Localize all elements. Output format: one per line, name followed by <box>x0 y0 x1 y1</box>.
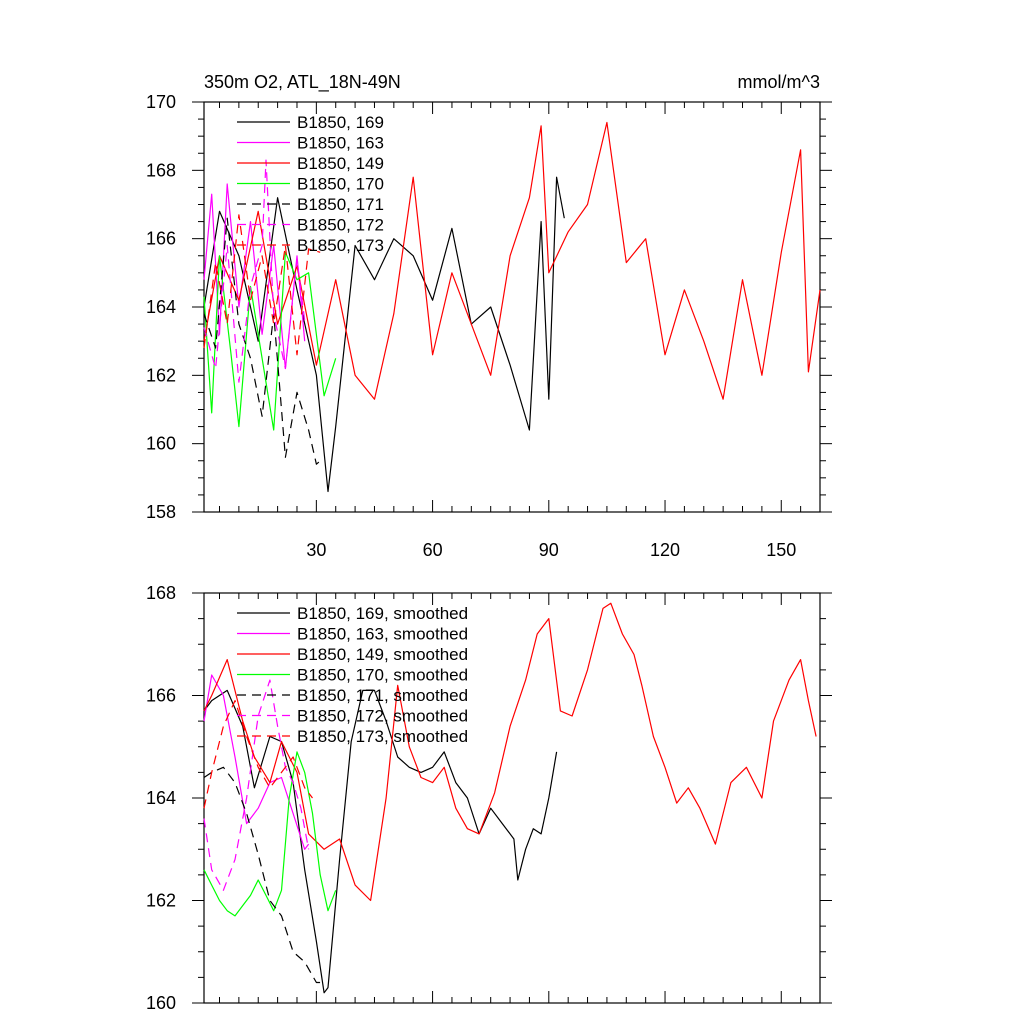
series-line <box>203 217 321 465</box>
top-panel-units: mmol/m^3 <box>738 72 820 92</box>
y-tick-label: 170 <box>146 92 176 112</box>
y-tick-label: 160 <box>146 434 176 454</box>
legend-label: B1850, 171, smoothed <box>297 686 468 705</box>
series-line <box>203 602 817 902</box>
top-panel: 350m O2, ATL_18N-49N mmol/m^3 30 60 90 120 1… <box>146 72 832 560</box>
y-tick-label: 158 <box>146 502 176 522</box>
series-line <box>203 183 306 370</box>
series-line <box>203 121 821 400</box>
bottom-panel-lines <box>203 602 817 994</box>
legend-label: B1850, 169 <box>297 113 384 132</box>
legend-label: B1850, 171 <box>297 195 384 214</box>
top-panel-axes: 30 60 90 120 150 158 160 162 164 166 168 170 <box>146 92 832 560</box>
y-tick-label: 160 <box>146 993 176 1013</box>
legend-label: B1850, 163 <box>297 134 384 153</box>
y-tick-label: 166 <box>146 229 176 249</box>
x-tick-label: 60 <box>423 540 443 560</box>
x-tick-label: 30 <box>306 540 326 560</box>
legend-label: B1850, 170, smoothed <box>297 666 468 685</box>
y-tick-label: 164 <box>146 788 176 808</box>
y-tick-label: 168 <box>146 583 176 603</box>
series-line <box>203 251 337 431</box>
series-line <box>203 751 337 917</box>
x-tick-label: 120 <box>650 540 680 560</box>
legend-label: B1850, 173 <box>297 236 384 255</box>
top-panel-title: 350m O2, ATL_18N-49N <box>204 72 401 93</box>
series-line <box>203 214 321 356</box>
legend-label: B1850, 149, smoothed <box>297 645 468 664</box>
legend-label: B1850, 173, smoothed <box>297 727 468 746</box>
x-tick-label: 150 <box>766 540 796 560</box>
x-tick-label: 90 <box>539 540 559 560</box>
bottom-panel-axes: 160 162 164 166 168 <box>146 583 832 1013</box>
legend-label: B1850, 149 <box>297 154 384 173</box>
y-tick-label: 166 <box>146 686 176 706</box>
bottom-panel-legend: B1850, 169, smoothed B1850, 163, smoothed… <box>237 604 468 746</box>
series-line <box>203 159 306 383</box>
y-tick-label: 162 <box>146 365 176 385</box>
legend-label: B1850, 169, smoothed <box>297 604 468 623</box>
legend-label: B1850, 172 <box>297 216 384 235</box>
series-line <box>203 699 313 809</box>
y-tick-label: 168 <box>146 160 176 180</box>
legend-label: B1850, 172, smoothed <box>297 707 468 726</box>
series-line <box>203 766 325 984</box>
legend-label: B1850, 170 <box>297 175 384 194</box>
y-tick-label: 164 <box>146 297 176 317</box>
series-line <box>203 679 310 891</box>
legend-label: B1850, 163, smoothed <box>297 625 468 644</box>
series-line <box>203 674 310 850</box>
y-tick-label: 162 <box>146 891 176 911</box>
